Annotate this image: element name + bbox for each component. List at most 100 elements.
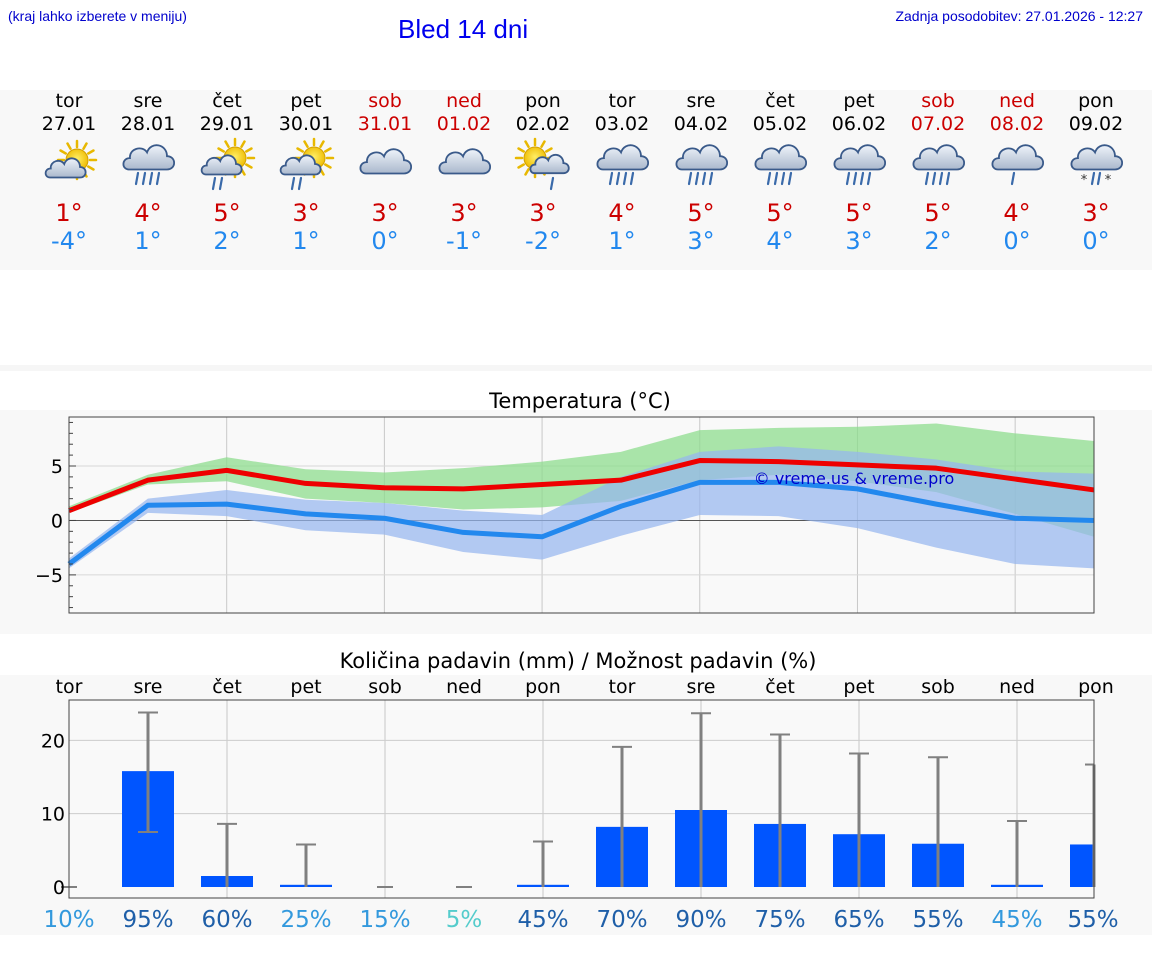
day-date: 01.02 xyxy=(437,113,491,135)
precip-plot-frame xyxy=(68,699,1095,899)
precip-day-label: sre xyxy=(134,676,163,698)
rain-cloud-icon xyxy=(912,144,966,186)
sun-rain-icon xyxy=(279,137,335,191)
temp-min: 0° xyxy=(1082,227,1109,255)
sun-ray xyxy=(296,147,304,153)
rain-cloud-icon xyxy=(833,144,887,186)
rain-drops xyxy=(687,171,714,186)
rain-drops xyxy=(290,176,303,191)
snowflake-glyph: * xyxy=(1081,173,1088,188)
rain-drops xyxy=(211,176,224,191)
cloud-icon xyxy=(359,148,413,175)
rain-drops xyxy=(924,171,951,186)
cloud-shape xyxy=(44,157,87,179)
sun-rain-icon xyxy=(200,137,256,191)
temp-plot-frame xyxy=(68,416,1095,614)
precip-chart-title: Količina padavin (mm) / Možnost padavin … xyxy=(340,649,817,673)
sun-ray xyxy=(224,140,230,148)
sun-ray xyxy=(517,147,525,153)
day-date: 30.01 xyxy=(279,113,333,135)
precip-probability: 60% xyxy=(201,907,252,933)
day-date: 08.02 xyxy=(990,113,1044,135)
rain-drop xyxy=(1010,171,1016,186)
rain-drop xyxy=(629,171,635,186)
day-name: pon xyxy=(525,90,561,112)
temp-series-min xyxy=(67,479,1095,567)
precip-probability: 25% xyxy=(280,907,331,933)
sun-ray xyxy=(245,163,253,169)
precip-tick-label: 10 xyxy=(41,804,65,826)
precip-day-label: pet xyxy=(290,676,321,698)
sun-ray xyxy=(524,168,530,176)
page-title: Bled 14 dni xyxy=(398,14,529,44)
day-name: sre xyxy=(687,90,716,112)
temp-min: 2° xyxy=(924,227,951,255)
sun-light-rain-icon xyxy=(514,137,570,191)
last-updated: Zadnja posodobitev: 27.01.2026 - 12:27 xyxy=(895,8,1143,24)
temp-tick-label: 0 xyxy=(51,510,63,532)
sun-ray xyxy=(82,142,88,150)
temp-min: 3° xyxy=(687,227,714,255)
precip-day-label: pon xyxy=(1078,676,1114,698)
temp-min: 0° xyxy=(371,227,398,255)
rain-drop xyxy=(845,171,851,186)
sun-ray xyxy=(540,140,546,148)
day-name: pet xyxy=(290,90,321,112)
rain-drop xyxy=(938,171,944,186)
rain-drops xyxy=(1010,171,1016,186)
watermark: © vreme.us & vreme.pro xyxy=(754,469,955,488)
precip-probability: 45% xyxy=(991,907,1042,933)
cloud-shape xyxy=(359,148,413,175)
partly-sunny-icon xyxy=(44,139,98,181)
rain-drops xyxy=(608,171,635,186)
rain-drop xyxy=(134,171,140,186)
cloud-shape xyxy=(833,144,887,171)
precip-day-label: tor xyxy=(56,676,83,698)
temp-max: 5° xyxy=(687,199,714,227)
day-name: pet xyxy=(843,90,874,112)
precip-probability: 15% xyxy=(359,907,410,933)
sun-ray xyxy=(319,140,325,148)
rain-drop xyxy=(866,171,872,186)
sun-ray xyxy=(59,149,67,155)
rain-drops xyxy=(549,176,555,191)
rain-drop xyxy=(787,171,793,186)
rain-drop xyxy=(701,171,707,186)
temp-max: 5° xyxy=(766,199,793,227)
rain-drop xyxy=(924,171,930,186)
sun-ray xyxy=(87,165,95,171)
separator-band xyxy=(0,365,1152,371)
rain-drop xyxy=(859,171,865,186)
temp-min: 0° xyxy=(1003,227,1030,255)
temp-chart-title: Temperatura (°C) xyxy=(488,389,671,413)
rain-cloud-icon xyxy=(675,144,729,186)
temp-max: 5° xyxy=(924,199,951,227)
temp-min: 1° xyxy=(292,227,319,255)
day-name: ned xyxy=(999,90,1035,112)
precip-probability: 70% xyxy=(596,907,647,933)
precip-probability: 90% xyxy=(675,907,726,933)
cloud-shape xyxy=(596,144,650,171)
day-name: pon xyxy=(1078,90,1114,112)
rain-drop xyxy=(290,176,296,191)
sun-ray xyxy=(524,140,530,148)
temp-min: 2° xyxy=(213,227,240,255)
rain-drop xyxy=(549,176,555,191)
day-date: 09.02 xyxy=(1069,113,1123,135)
rain-drop xyxy=(615,171,621,186)
temp-tick-label: 5 xyxy=(51,456,63,478)
temp-min: 3° xyxy=(845,227,872,255)
temp-max: 3° xyxy=(529,199,556,227)
snow-rain-cloud-icon: * * xyxy=(1070,144,1124,188)
sun-ray xyxy=(240,140,246,148)
